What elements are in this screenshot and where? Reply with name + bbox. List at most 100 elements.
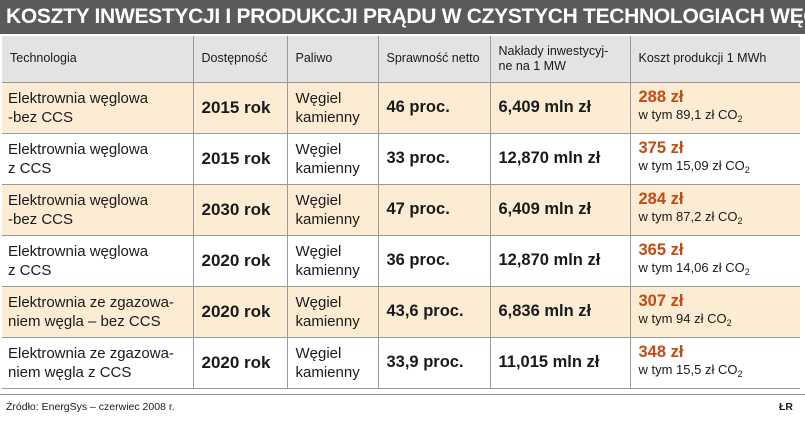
cell-efficiency: 36 proc.: [378, 235, 491, 287]
cell-fuel: Węgiel kamienny: [287, 82, 379, 134]
technology-line2: -bez CCS: [8, 108, 74, 126]
fuel-line1: Węgiel: [295, 344, 342, 362]
cell-cost: 307 zł w tym 94 zł CO2: [630, 286, 801, 338]
cell-availability: 2020 rok: [193, 235, 288, 287]
co2-subscript: 2: [726, 317, 732, 328]
fuel-line2: kamienny: [295, 363, 360, 381]
co2-text: w tym 94 zł CO: [638, 310, 727, 326]
cost-co2-part: w tym 87,2 zł CO2: [639, 208, 801, 230]
co2-text: w tym 15,5 zł CO: [638, 361, 738, 377]
fuel-line1: Węgiel: [295, 191, 342, 209]
cell-efficiency: 43,6 proc.: [378, 286, 491, 338]
cost-value: 284 zł: [638, 189, 684, 208]
cell-fuel: Węgiel kamienny: [287, 133, 379, 185]
cell-fuel: Węgiel kamienny: [287, 184, 379, 236]
cell-capex: 12,870 mln zł: [490, 235, 631, 287]
technology-line2: niem węgla z CCS: [8, 363, 132, 381]
technology-line1: Elektrownia ze zgazowa-: [8, 293, 174, 311]
co2-text: w tym 87,2 zł CO: [638, 208, 738, 224]
cell-fuel: Węgiel kamienny: [287, 337, 379, 389]
technology-line2: -bez CCS: [8, 210, 74, 228]
header-technology: Technologia: [2, 36, 194, 83]
source-note: Źródło: EnergSys – czerwiec 2008 r.: [6, 401, 175, 413]
cell-efficiency: 33 proc.: [378, 133, 491, 185]
cell-capex: 6,409 mln zł: [490, 82, 631, 134]
cell-availability: 2015 rok: [193, 82, 288, 134]
technology-line1: Elektrownia węglowa: [8, 242, 149, 260]
fuel-line2: kamienny: [295, 210, 360, 228]
co2-text: w tym 14,06 zł CO: [638, 259, 745, 275]
cost-value: 375 zł: [638, 138, 684, 157]
cost-table: Technologia Dostępność Paliwo Sprawność …: [2, 36, 800, 389]
co2-subscript: 2: [744, 164, 750, 175]
footer-divider: [0, 394, 805, 395]
table-row: Elektrownia węglowa -bez CCS 2030 rok Węgie…: [2, 184, 801, 236]
cost-value: 288 zł: [638, 87, 684, 106]
header-capex-line1: Nakłady inwestycyj-: [498, 43, 609, 58]
technology-line1: Elektrownia węglowa: [8, 191, 149, 209]
co2-subscript: 2: [737, 113, 743, 124]
fuel-line2: kamienny: [295, 108, 360, 126]
co2-subscript: 2: [737, 215, 743, 226]
header-efficiency: Sprawność netto: [378, 36, 491, 83]
co2-text: w tym 15,09 zł CO: [638, 157, 745, 173]
table-row: Elektrownia ze zgazowa-niem węgla – bez …: [2, 286, 801, 338]
technology-line1: Elektrownia ze zgazowa-: [8, 344, 174, 362]
cell-technology: Elektrownia węglowa z CCS: [2, 235, 194, 287]
cell-cost: 375 zł w tym 15,09 zł CO2: [630, 133, 800, 185]
cell-availability: 2020 rok: [193, 286, 288, 338]
co2-subscript: 2: [744, 266, 750, 277]
cell-availability: 2030 rok: [193, 184, 288, 236]
cell-technology: Elektrownia ze zgazowa-niem węgla z CCS: [2, 337, 194, 389]
fuel-line1: Węgiel: [295, 293, 342, 311]
technology-line2: z CCS: [8, 159, 52, 177]
technology-line2: niem węgla – bez CCS: [8, 312, 161, 330]
table-row: Elektrownia węglowa z CCS 2020 rok Węgiel ka…: [2, 235, 801, 287]
cell-fuel: Węgiel kamienny: [287, 235, 379, 287]
technology-line1: Elektrownia węglowa: [8, 89, 149, 107]
cell-availability: 2015 rok: [193, 133, 288, 185]
cost-value: 307 zł: [638, 291, 684, 310]
cost-value: 348 zł: [638, 342, 684, 361]
table-title: KOSZTY INWESTYCJI I PRODUKCJI PRĄDU W CZ…: [0, 0, 805, 34]
cost-co2-part: w tym 14,06 zł CO2: [639, 259, 801, 281]
co2-subscript: 2: [737, 368, 743, 379]
fuel-line1: Węgiel: [295, 140, 342, 158]
cell-capex: 6,409 mln zł: [490, 184, 631, 236]
cell-capex: 11,015 mln zł: [490, 337, 631, 389]
header-row: Technologia Dostępność Paliwo Sprawność …: [2, 36, 800, 83]
cell-technology: Elektrownia węglowa z CCS: [2, 133, 194, 185]
cell-efficiency: 33,9 proc.: [378, 337, 491, 389]
author-credit: ŁR: [779, 401, 793, 413]
header-availability: Dostępność: [193, 36, 288, 83]
cost-co2-part: w tym 89,1 zł CO2: [639, 106, 801, 128]
co2-text: w tym 89,1 zł CO: [638, 106, 738, 122]
cell-capex: 6,836 mln zł: [490, 286, 631, 338]
cell-cost: 288 zł w tym 89,1 zł CO2: [630, 82, 801, 134]
cell-availability: 2020 rok: [193, 337, 288, 389]
cost-value: 365 zł: [638, 240, 684, 259]
cell-fuel: Węgiel kamienny: [287, 286, 379, 338]
table-row: Elektrownia ze zgazowa-niem węgla z CCS 2…: [2, 337, 801, 389]
cell-technology: Elektrownia węglowa -bez CCS: [2, 184, 194, 236]
cost-co2-part: w tym 15,5 zł CO2: [639, 361, 801, 383]
cell-technology: Elektrownia węglowa -bez CCS: [2, 82, 194, 134]
header-capex-line2: ne na 1 MW: [498, 58, 566, 73]
cell-capex: 12,870 mln zł: [490, 133, 631, 185]
cell-cost: 348 zł w tym 15,5 zł CO2: [630, 337, 801, 389]
header-fuel: Paliwo: [287, 36, 379, 83]
cell-efficiency: 47 proc.: [378, 184, 491, 236]
fuel-line2: kamienny: [295, 261, 360, 279]
fuel-line2: kamienny: [295, 159, 360, 177]
technology-line2: z CCS: [8, 261, 52, 279]
fuel-line2: kamienny: [295, 312, 360, 330]
cost-co2-part: w tym 94 zł CO2: [639, 310, 801, 332]
table-row: Elektrownia węglowa -bez CCS 2015 rok Węgie…: [2, 82, 801, 134]
fuel-line1: Węgiel: [295, 89, 342, 107]
cell-cost: 284 zł w tym 87,2 zł CO2: [630, 184, 801, 236]
cell-technology: Elektrownia ze zgazowa-niem węgla – bez …: [2, 286, 194, 338]
header-capex: Nakłady inwestycyj- ne na 1 MW: [490, 36, 631, 83]
cell-cost: 365 zł w tym 14,06 zł CO2: [630, 235, 801, 287]
cell-efficiency: 46 proc.: [378, 82, 491, 134]
header-cost: Koszt produkcji 1 MWh: [630, 36, 800, 83]
